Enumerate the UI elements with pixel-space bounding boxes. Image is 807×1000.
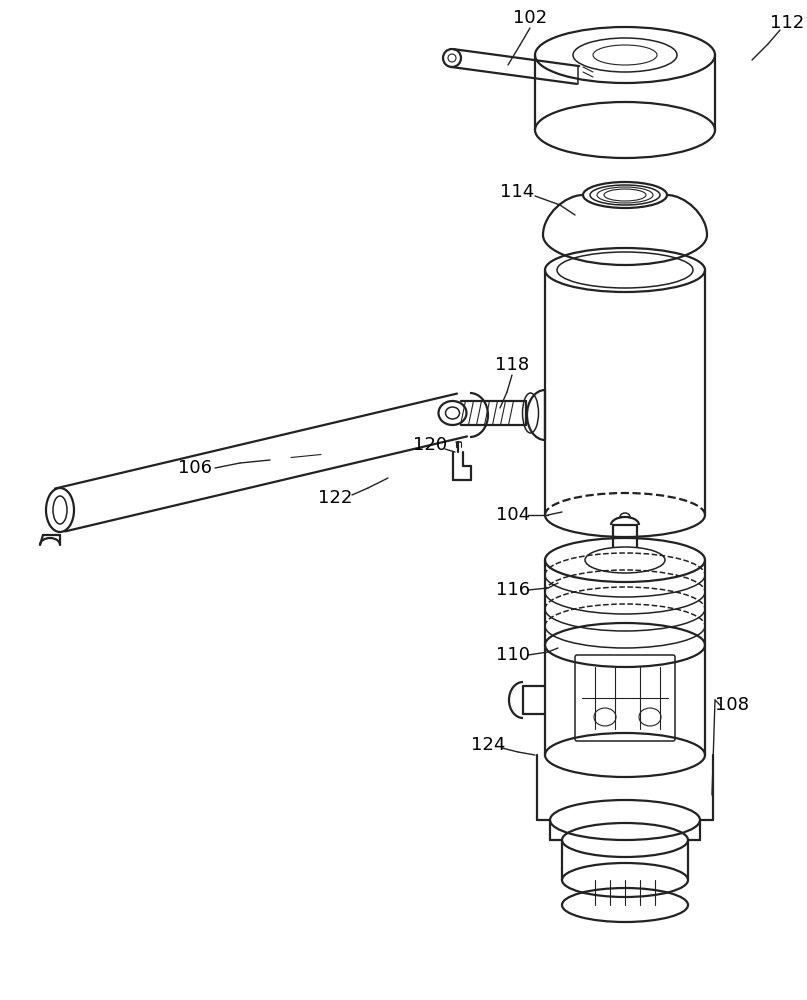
Text: 104: 104 (496, 506, 530, 524)
Text: 106: 106 (178, 459, 212, 477)
Text: 108: 108 (715, 696, 749, 714)
Text: 102: 102 (513, 9, 547, 27)
Text: 122: 122 (318, 489, 352, 507)
Text: 110: 110 (496, 646, 530, 664)
Text: 120: 120 (413, 436, 447, 454)
Text: 114: 114 (500, 183, 534, 201)
Text: 116: 116 (496, 581, 530, 599)
Text: 112: 112 (770, 14, 804, 32)
Text: 118: 118 (495, 356, 529, 374)
Text: 124: 124 (470, 736, 505, 754)
